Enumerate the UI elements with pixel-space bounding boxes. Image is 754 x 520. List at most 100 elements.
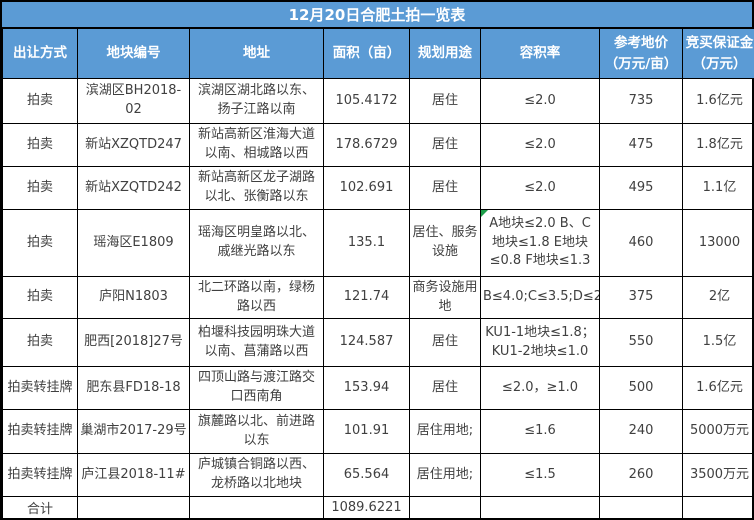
cell-usage: 居住用地; (409, 409, 481, 454)
cell-method: 拍卖转挂牌 (2, 366, 78, 410)
total-empty-cell (189, 496, 324, 519)
cell-address: 庐城镇合铜路以西、龙桥路以北地块 (189, 453, 324, 497)
cell-method: 拍卖 (2, 123, 78, 167)
cell-plot-no: 肥东县FD18-18 (77, 366, 190, 410)
cell-usage: 居住、服务设施 (409, 209, 481, 277)
cell-far: ≤2.0 (480, 123, 600, 167)
cell-area: 105.4172 (323, 78, 410, 124)
col-header-deposit: 竞买保证金 （万元） (682, 28, 754, 79)
cell-area: 124.587 (323, 318, 410, 367)
cell-far: ≤1.6 (480, 409, 600, 454)
cell-price: 495 (599, 166, 683, 210)
cell-area: 121.74 (323, 276, 410, 319)
table-header: 出让方式 地块编号 地址 面积（亩） 规划用途 容积率 参考地价 （万元/亩） 竞… (2, 28, 754, 79)
cell-deposit: 1.5亿 (682, 318, 754, 367)
comment-marker-icon (481, 210, 488, 217)
table-row: 拍卖 新站XZQTD242 新站高新区龙子湖路以北、张衡路以东 102.691 居住 ≤2… (2, 166, 754, 210)
col-header-price: 参考地价 （万元/亩） (599, 28, 683, 79)
cell-address: 瑶海区明皇路以北、戚继光路以东 (189, 209, 324, 277)
cell-price: 375 (599, 276, 683, 319)
col-header-label: 容积率 (519, 45, 561, 62)
col-header-label: 面积（亩） (332, 45, 401, 62)
cell-area: 153.94 (323, 366, 410, 410)
cell-deposit: 5000万元 (682, 409, 754, 454)
cell-method: 拍卖 (2, 276, 78, 319)
cell-price: 735 (599, 78, 683, 124)
col-header-unit: （万元/亩） (604, 55, 678, 72)
cell-deposit: 1.1亿 (682, 166, 754, 210)
total-label: 合计 (2, 496, 78, 519)
col-header-unit: （万元） (692, 55, 747, 72)
table-row: 拍卖 滨湖区BH2018-02 滨湖区湖北路以东、扬子江路以南 105.4172 居住 ≤… (2, 78, 754, 124)
cell-area: 102.691 (323, 166, 410, 210)
table-row: 拍卖 庐阳N1803 北二环路以南，绿杨路以西 121.74 商务设施用地 B≤4.0;C… (2, 276, 754, 319)
table-footer: 合计 1089.6221 (2, 496, 754, 519)
cell-deposit: 2亿 (682, 276, 754, 319)
cell-plot-no: 滨湖区BH2018-02 (77, 78, 190, 124)
cell-usage: 居住 (409, 318, 481, 367)
cell-area: 65.564 (323, 453, 410, 497)
cell-far: A地块≤2.0 B、C地块≤1.8 E地块≤0.8 F地块≤1.3 (480, 209, 600, 277)
total-empty-cell (409, 496, 481, 519)
cell-address: 柏堰科技园明珠大道以南、菖蒲路以西 (189, 318, 324, 367)
cell-plot-no: 巢湖市2017-29号 (77, 409, 190, 454)
table-row: 拍卖转挂牌 肥东县FD18-18 四顶山路与渡江路交口西南角 153.94 居住 ≤2.0… (2, 366, 754, 410)
cell-plot-no: 庐江县2018-11# (77, 453, 190, 497)
col-header-area: 面积（亩） (323, 28, 410, 79)
cell-far: KU1-1地块≤1.8；KU1-2地块≤1.0 (480, 318, 600, 367)
cell-method: 拍卖 (2, 318, 78, 367)
table-row: 拍卖转挂牌 巢湖市2017-29号 旗麓路以北、前进路以东 101.91 居住用地; ≤1… (2, 409, 754, 454)
table-title: 12月20日合肥土拍一览表 (2, 2, 752, 28)
cell-price: 260 (599, 453, 683, 497)
cell-usage: 居住 (409, 366, 481, 410)
total-empty-cell (682, 496, 754, 519)
cell-method: 拍卖转挂牌 (2, 409, 78, 454)
cell-method: 拍卖转挂牌 (2, 453, 78, 497)
cell-plot-no: 瑶海区E1809 (77, 209, 190, 277)
cell-far: ≤1.5 (480, 453, 600, 497)
cell-method: 拍卖 (2, 166, 78, 210)
cell-price: 550 (599, 318, 683, 367)
table-row: 拍卖 新站XZQTD247 新站高新区淮海大道以南、相城路以西 178.6729 居住 ≤… (2, 123, 754, 167)
cell-price: 500 (599, 366, 683, 410)
cell-address: 旗麓路以北、前进路以东 (189, 409, 324, 454)
cell-plot-no: 新站XZQTD242 (77, 166, 190, 210)
cell-usage: 居住用地; (409, 453, 481, 497)
header-row: 出让方式 地块编号 地址 面积（亩） 规划用途 容积率 参考地价 （万元/亩） 竞… (2, 28, 754, 79)
cell-method: 拍卖 (2, 209, 78, 277)
cell-address: 新站高新区淮海大道以南、相城路以西 (189, 123, 324, 167)
cell-far: ≤2.0 (480, 78, 600, 124)
cell-usage: 居住 (409, 78, 481, 124)
cell-usage: 居住 (409, 123, 481, 167)
cell-area: 135.1 (323, 209, 410, 277)
cell-far: ≤2.0，≥1.0 (480, 366, 600, 410)
table-row: 拍卖转挂牌 庐江县2018-11# 庐城镇合铜路以西、龙桥路以北地块 65.564 居住… (2, 453, 754, 497)
cell-deposit: 1.6亿元 (682, 78, 754, 124)
col-header-label: 参考地价 (614, 34, 668, 51)
cell-plot-no: 肥西[2018]27号 (77, 318, 190, 367)
col-header-label: 地址 (243, 45, 270, 62)
col-header-address: 地址 (189, 28, 324, 79)
cell-area: 178.6729 (323, 123, 410, 167)
col-header-label: 竞买保证金 (685, 34, 754, 51)
col-header-label: 地块编号 (106, 45, 161, 62)
cell-area: 101.91 (323, 409, 410, 454)
total-empty-cell (77, 496, 190, 519)
col-header-usage: 规划用途 (409, 28, 481, 79)
col-header-label: 规划用途 (418, 45, 472, 62)
col-header-method: 出让方式 (2, 28, 78, 79)
cell-deposit: 1.6亿元 (682, 366, 754, 410)
cell-plot-no: 庐阳N1803 (77, 276, 190, 319)
cell-deposit: 3500万元 (682, 453, 754, 497)
table-row: 拍卖 瑶海区E1809 瑶海区明皇路以北、戚继光路以东 135.1 居住、服务设施 A地块… (2, 209, 754, 277)
table-row: 拍卖 肥西[2018]27号 柏堰科技园明珠大道以南、菖蒲路以西 124.587 居住 K… (2, 318, 754, 367)
cell-method: 拍卖 (2, 78, 78, 124)
total-row: 合计 1089.6221 (2, 496, 754, 519)
cell-deposit: 13000 (682, 209, 754, 277)
cell-price: 240 (599, 409, 683, 454)
cell-deposit: 1.8亿元 (682, 123, 754, 167)
cell-usage: 商务设施用地 (409, 276, 481, 319)
cell-address: 滨湖区湖北路以东、扬子江路以南 (189, 78, 324, 124)
cell-price: 475 (599, 123, 683, 167)
